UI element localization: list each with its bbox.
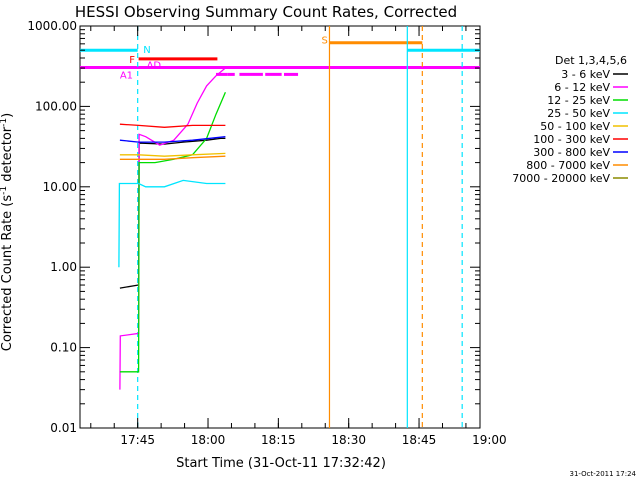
- x-tick-label: 18:00: [191, 433, 226, 447]
- legend-entry-label: 3 - 6 keV: [561, 68, 610, 81]
- flag-annotation: S: [322, 35, 328, 46]
- flag-bars: [80, 41, 480, 76]
- y-tick-label: 100.00: [35, 99, 77, 113]
- legend-entry-label: 300 - 800 keV: [533, 146, 610, 159]
- x-axis-label: Start Time (31-Oct-11 17:32:42): [176, 456, 386, 471]
- time-markers: [137, 26, 463, 428]
- plot-frame: [79, 25, 481, 429]
- flag-annotation: AD: [147, 61, 162, 72]
- series-line: [119, 136, 226, 143]
- series-line: [119, 91, 226, 373]
- legend-entry-label: 50 - 100 keV: [540, 120, 610, 133]
- y-tick-label: 1000.00: [27, 19, 77, 33]
- series-line: [119, 137, 226, 289]
- y-tick-label: 10.00: [43, 180, 77, 194]
- x-tick-label: 18:15: [261, 433, 296, 447]
- y-tick-label: 1.00: [50, 260, 77, 274]
- legend-entry-label: 6 - 12 keV: [554, 81, 610, 94]
- plot-area-border: [79, 25, 481, 429]
- x-tick-label: 19:00: [472, 433, 507, 447]
- x-tick-label: 18:45: [402, 433, 437, 447]
- x-tick-label: 18:30: [331, 433, 366, 447]
- series-line: [119, 123, 226, 128]
- axes: 0.01 0.10 1.00 10.00 100.00 1000.00 17:45 18:00…: [27, 19, 506, 447]
- legend-entry-label: 800 - 7000 keV: [526, 159, 610, 172]
- series-line: [119, 67, 226, 390]
- legend-entry-label: 100 - 300 keV: [533, 133, 610, 146]
- legend-entry-label: 12 - 25 keV: [547, 94, 610, 107]
- legend-title: Det 1,3,4,5,6: [555, 54, 627, 67]
- x-tick-label: 17:45: [120, 433, 155, 447]
- series-line: [119, 152, 226, 157]
- y-tick-label: 0.01: [50, 421, 77, 435]
- legend-entry-label: 7000 - 20000 keV: [512, 172, 610, 185]
- annotations: NF AD A1 S: [120, 35, 328, 81]
- series-line: [118, 179, 226, 268]
- y-axis-label: Corrected Count Rate (s-1 detector-1): [0, 113, 15, 351]
- legend-entry-label: 25 - 50 keV: [547, 107, 610, 120]
- flag-annotation: A1: [120, 70, 133, 81]
- series-line: [119, 155, 226, 160]
- flag-annotation: N: [143, 45, 150, 56]
- footer-timestamp: 31-Oct-2011 17:24: [570, 470, 637, 478]
- chart-title: HESSI Observing Summary Count Rates, Cor…: [75, 3, 457, 21]
- flag-annotation: F: [129, 55, 135, 66]
- series-lines: [118, 67, 226, 390]
- y-tick-label: 0.10: [50, 341, 77, 355]
